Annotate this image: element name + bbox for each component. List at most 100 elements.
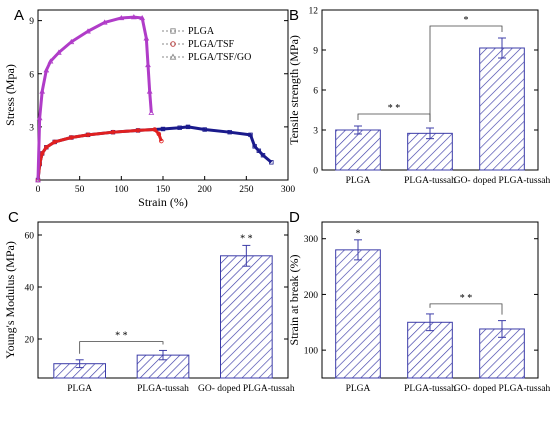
panel-label-B: B (289, 7, 299, 24)
category-label: PLGA-tussah (137, 384, 189, 394)
significance-bracket (79, 341, 164, 354)
category-label: GO- doped PLGA-tussah (198, 384, 295, 394)
x-tick-label: 150 (156, 185, 171, 195)
data-point (260, 153, 266, 158)
data-point (202, 127, 207, 132)
series-line-plga-tsf (36, 128, 163, 181)
y-tick-label: 6 (313, 87, 318, 97)
series-line-plga (36, 125, 273, 181)
data-point (252, 144, 257, 149)
panel-label-A: A (14, 7, 24, 24)
significance-bracket (429, 303, 503, 315)
y-tick-label: 40 (25, 284, 35, 294)
significance-marker: * * (388, 103, 401, 114)
data-point (35, 176, 41, 183)
bar (407, 132, 453, 171)
y-axis-label: Strain at break (%) (287, 255, 301, 346)
bar (335, 249, 381, 379)
y-tick-label: 300 (304, 235, 319, 245)
category-label: PLGA (67, 384, 92, 394)
data-point (227, 129, 232, 135)
data-point (55, 49, 62, 55)
data-point (110, 129, 116, 135)
y-tick-label: 9 (313, 47, 318, 57)
x-axis-label: Strain (%) (138, 195, 188, 209)
data-point (101, 19, 108, 25)
data-point (39, 88, 46, 94)
significance-marker: * (464, 15, 469, 26)
legend-marker (169, 53, 177, 60)
data-point (248, 132, 253, 138)
y-axis-label: Stress (Mpa) (3, 64, 17, 126)
y-tick-label: 3 (29, 123, 34, 133)
y-axis-label: Young's Modulus (MPa) (3, 241, 17, 359)
bar (479, 47, 525, 171)
y-axis-label: Tensile strength (MPa) (287, 35, 301, 145)
data-point (160, 126, 166, 132)
y-tick-label: 20 (25, 336, 35, 346)
significance-marker: * * (115, 331, 128, 342)
y-tick-label: 200 (304, 291, 319, 301)
category-label: GO- doped PLGA-tussah (454, 176, 550, 186)
legend-label: PLGA/TSF (188, 39, 235, 50)
x-tick-label: 100 (114, 185, 129, 195)
data-point (146, 88, 153, 94)
category-label: PLGA (346, 176, 371, 186)
x-tick-label: 250 (239, 185, 254, 195)
legend-marker (170, 28, 176, 34)
data-point (47, 58, 54, 64)
data-point (156, 131, 162, 137)
y-tick-label: 3 (313, 127, 318, 137)
data-point (39, 151, 45, 156)
data-point (148, 109, 155, 115)
data-point (185, 124, 191, 130)
significance-bracket (429, 25, 503, 122)
series-line-plga-tsf-go (36, 15, 153, 181)
bar (335, 129, 381, 171)
bar (220, 255, 273, 379)
data-point (143, 35, 150, 41)
x-tick-label: 0 (36, 185, 41, 195)
panel-label-C: C (8, 209, 19, 226)
data-point (256, 148, 262, 153)
data-point (152, 127, 157, 132)
data-point (118, 14, 125, 21)
data-point (69, 135, 74, 140)
x-tick-label: 300 (281, 185, 296, 195)
y-tick-label: 60 (25, 232, 35, 242)
data-point (130, 14, 137, 20)
y-tick-label: 6 (29, 70, 34, 80)
category-label: PLGA-tussah (404, 384, 456, 394)
data-point (85, 132, 91, 138)
category-label: PLGA (346, 384, 371, 394)
data-point (68, 38, 75, 45)
significance-marker: * * (240, 234, 253, 245)
plot-frame-A (37, 9, 289, 181)
legend-label: PLGA/TSF/GO (188, 52, 251, 63)
x-tick-label: 50 (75, 185, 85, 195)
significance-marker: * * (460, 293, 473, 304)
significance-bracket (357, 113, 431, 122)
data-point (43, 67, 50, 73)
y-tick-label: 9 (29, 17, 34, 27)
data-point (139, 14, 146, 21)
y-tick-label: 0 (313, 167, 318, 177)
significance-marker: * (356, 228, 361, 239)
panel-label-D: D (289, 209, 300, 226)
y-tick-label: 12 (309, 7, 319, 17)
x-tick-label: 200 (198, 185, 213, 195)
data-point (159, 138, 164, 144)
y-tick-label: 100 (304, 347, 319, 357)
data-point (52, 139, 57, 145)
data-point (135, 128, 141, 133)
data-point (36, 114, 43, 121)
data-point (85, 28, 91, 34)
data-point (269, 160, 274, 165)
data-point (177, 125, 182, 130)
data-point (145, 61, 151, 68)
category-label: PLGA-tussah (404, 176, 456, 186)
legend-marker (170, 41, 176, 47)
category-label: GO- doped PLGA-tussah (454, 384, 550, 394)
legend-label: PLGA (188, 26, 215, 37)
